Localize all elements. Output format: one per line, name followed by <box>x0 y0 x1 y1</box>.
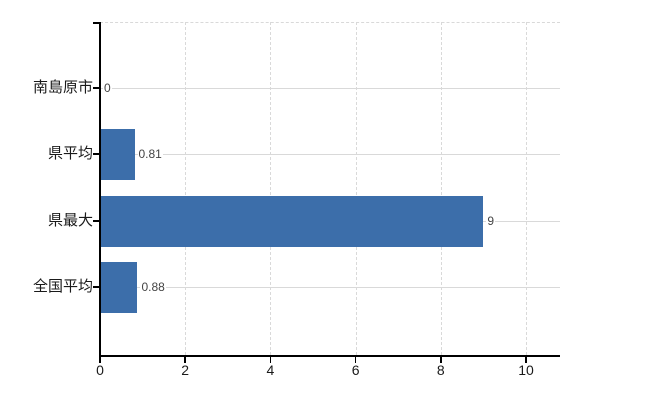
bar <box>100 195 484 247</box>
v-gridline <box>355 22 357 355</box>
bar-value-label: 0 <box>103 80 112 96</box>
category-tick <box>93 87 100 89</box>
x-axis-tick-label: 6 <box>351 362 360 378</box>
v-gridline <box>440 22 442 355</box>
x-axis-tick-label: 2 <box>181 362 190 378</box>
plot-top-border <box>100 22 560 23</box>
bar <box>100 261 138 313</box>
x-axis-tick-label: 10 <box>518 362 534 378</box>
h-gridline <box>100 154 560 155</box>
x-axis-tick <box>99 356 101 363</box>
v-gridline <box>185 22 187 355</box>
v-gridline <box>526 22 527 355</box>
h-gridline <box>100 287 560 288</box>
bar <box>100 128 135 180</box>
x-axis-line <box>99 355 560 357</box>
bar-value-label: 0.88 <box>140 279 166 295</box>
bar-value-label: 9 <box>486 213 496 229</box>
category-axis-top-tick <box>93 22 100 24</box>
v-gridline <box>270 22 272 355</box>
x-axis-tick <box>354 356 357 363</box>
x-axis-tick-label: 4 <box>266 362 275 378</box>
category-label: 県平均 <box>47 145 93 162</box>
category-label: 全国平均 <box>32 278 93 295</box>
x-axis-tick <box>525 356 527 363</box>
x-axis-tick <box>269 356 272 363</box>
x-axis-tick <box>440 356 442 363</box>
category-tick <box>93 153 100 155</box>
category-label: 県最大 <box>47 212 93 229</box>
x-axis-tick-label: 0 <box>96 362 104 378</box>
category-tick <box>93 220 100 222</box>
h-gridline <box>100 88 560 89</box>
bar-value-label: 0.81 <box>137 146 163 162</box>
category-label: 南島原市 <box>32 79 93 96</box>
y-axis-line <box>99 22 101 355</box>
x-axis-tick-label: 8 <box>436 362 445 378</box>
x-axis-tick <box>184 356 186 363</box>
category-tick <box>93 286 100 288</box>
